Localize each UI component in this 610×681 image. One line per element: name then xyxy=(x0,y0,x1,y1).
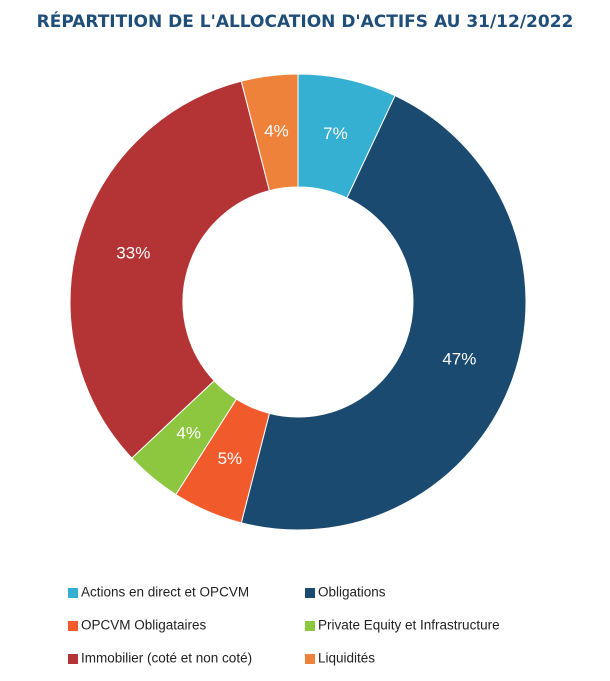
legend-label: Liquidités xyxy=(318,651,375,666)
donut-segment xyxy=(240,95,527,531)
legend-label: Actions en direct et OPCVM xyxy=(81,585,249,600)
legend-swatch xyxy=(68,654,78,664)
donut-segment xyxy=(240,73,299,192)
legend-swatch xyxy=(68,588,78,598)
legend-swatch xyxy=(305,588,315,598)
value-label: 7% xyxy=(323,124,348,143)
legend-label: Immobilier (coté et non coté) xyxy=(81,651,252,666)
value-label: 47% xyxy=(442,350,476,369)
value-label: 4% xyxy=(264,121,289,140)
chart-title: RÉPARTITION DE L'ALLOCATION D'ACTIFS AU … xyxy=(37,10,574,32)
legend-label: Obligations xyxy=(318,585,386,600)
donut-segment xyxy=(69,80,271,459)
value-label: 4% xyxy=(176,424,201,443)
legend-label: OPCVM Obligataires xyxy=(81,618,207,633)
legend-swatch xyxy=(305,654,315,664)
value-label: 33% xyxy=(116,244,150,263)
legend-label: Private Equity et Infrastructure xyxy=(318,618,500,633)
value-label: 5% xyxy=(218,449,243,468)
legend-swatch xyxy=(305,621,315,631)
legend-swatch xyxy=(68,621,78,631)
